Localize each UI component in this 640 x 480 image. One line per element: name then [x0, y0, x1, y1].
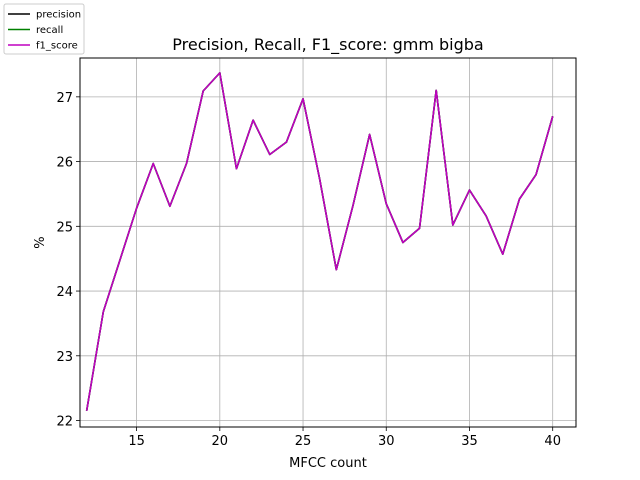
x-tick-label: 15 — [128, 434, 145, 449]
y-tick-label: 23 — [56, 350, 73, 365]
x-tick-label: 35 — [461, 434, 478, 449]
chart-title: Precision, Recall, F1_score: gmm bigba — [172, 35, 483, 55]
x-axis: 15 20 25 30 35 40 — [128, 427, 561, 449]
legend: precision recall f1_score — [3, 3, 85, 55]
plot-frame — [79, 57, 577, 428]
y-tick-label: 25 — [56, 220, 73, 235]
grid-lines — [80, 58, 576, 427]
legend-label-precision: precision — [36, 10, 81, 21]
series-line-f1_score — [85, 72, 554, 411]
series-lines — [85, 72, 554, 411]
y-axis-label: % — [33, 236, 48, 248]
legend-label-recall: recall — [36, 25, 63, 36]
y-tick-label: 24 — [56, 285, 73, 300]
y-tick-label: 26 — [56, 156, 73, 171]
y-tick-label: 27 — [56, 91, 73, 106]
x-tick-label: 30 — [378, 434, 395, 449]
x-axis-label: MFCC count — [289, 456, 367, 471]
legend-box — [3, 3, 85, 55]
x-tick-label: 25 — [295, 434, 312, 449]
x-tick-label: 40 — [544, 434, 561, 449]
x-tick-label: 20 — [212, 434, 229, 449]
y-tick-label: 22 — [56, 415, 73, 430]
legend-label-f1_score: f1_score — [36, 41, 78, 52]
y-axis: 22 23 24 25 26 27 — [56, 91, 80, 430]
